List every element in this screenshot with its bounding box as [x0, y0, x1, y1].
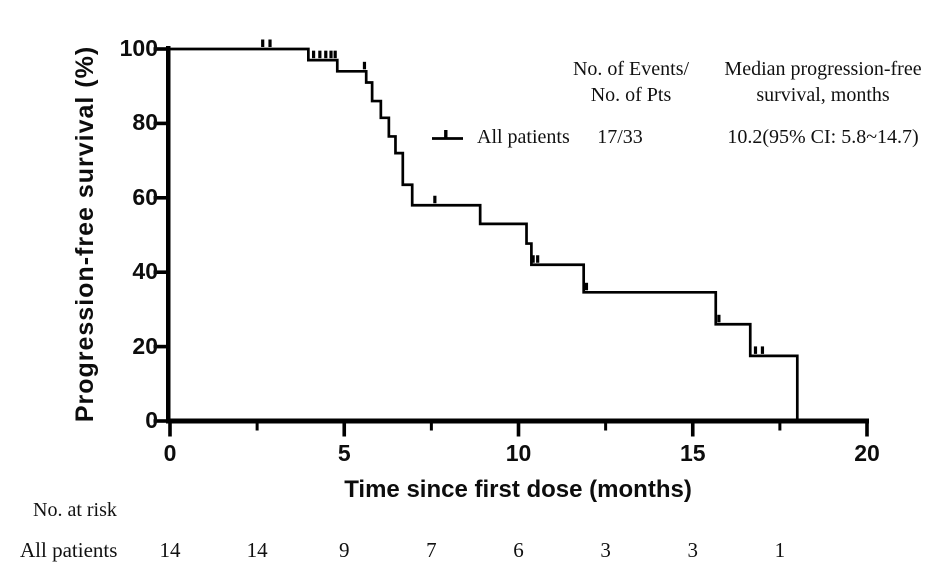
- legend-series-label: All patients: [477, 126, 570, 148]
- legend-header-median-line1: Median progression-free: [724, 58, 922, 80]
- x-major-tick: [865, 421, 869, 437]
- y-tick: [153, 121, 167, 126]
- legend-median-value: 10.2(95% CI: 5.8~14.7): [727, 126, 919, 148]
- at-risk-count: 14: [159, 538, 181, 562]
- y-tick-label: 100: [119, 35, 158, 61]
- y-tick-label: 40: [132, 258, 158, 285]
- x-tick-label: 5: [337, 440, 351, 466]
- survival-curve: [168, 47, 799, 420]
- legend-header-events-line1: No. of Events/: [572, 58, 690, 80]
- y-tick-label: 20: [132, 332, 158, 359]
- y-axis-line: [166, 46, 171, 423]
- y-tick: [153, 344, 167, 349]
- legend-events-value: 17/33: [597, 126, 643, 148]
- y-tick-label: 80: [132, 109, 158, 136]
- x-tick-label: 15: [679, 440, 706, 466]
- x-major-tick: [342, 421, 347, 437]
- x-minor-tick: [429, 421, 433, 431]
- at-risk-count: 3: [687, 538, 699, 562]
- at-risk-count: 1: [774, 538, 786, 562]
- y-tick: [153, 419, 167, 423]
- at-risk-count: 6: [513, 538, 524, 562]
- x-major-tick: [168, 421, 172, 437]
- x-major-tick: [516, 421, 521, 437]
- at-risk-count: 3: [600, 538, 611, 562]
- x-tick-label: 20: [854, 440, 880, 466]
- y-tick: [153, 47, 167, 51]
- legend-header-events-line2: No. of Pts: [590, 84, 672, 106]
- at-risk-count: 14: [246, 538, 268, 562]
- x-axis-title: Time since first dose (months): [344, 476, 692, 503]
- at-risk-row-label: All patients: [20, 538, 118, 562]
- y-tick-label: 0: [145, 407, 158, 433]
- y-tick: [153, 270, 167, 274]
- y-tick-label: 60: [132, 183, 158, 210]
- x-major-tick: [690, 421, 695, 437]
- at-risk-count: 9: [339, 538, 350, 562]
- y-tick: [153, 196, 167, 200]
- x-tick-label: 0: [163, 440, 177, 466]
- at-risk-count: 7: [426, 538, 437, 562]
- at-risk-caption: No. at risk: [33, 499, 117, 521]
- x-minor-tick: [255, 421, 259, 431]
- x-minor-tick: [604, 421, 608, 431]
- legend-header-median-line2: survival, months: [756, 84, 890, 106]
- x-minor-tick: [778, 421, 782, 431]
- x-tick-label: 10: [505, 440, 532, 466]
